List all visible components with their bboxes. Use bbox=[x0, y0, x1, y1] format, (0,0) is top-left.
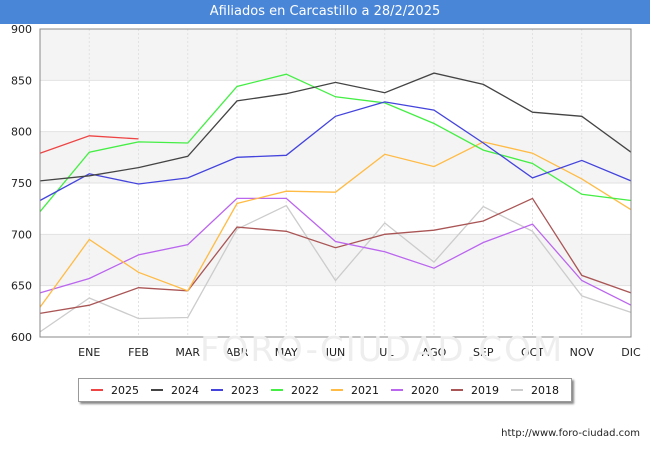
legend-item-2024: 2024 bbox=[151, 384, 199, 397]
x-tick-label: DIC bbox=[621, 346, 641, 359]
legend-item-2022: 2022 bbox=[271, 384, 319, 397]
legend-label: 2021 bbox=[351, 383, 379, 397]
chart-legend: 2025 2024 2023 2022 2021 2020 2019 2018 bbox=[78, 378, 572, 402]
legend-label: 2019 bbox=[471, 383, 499, 397]
x-tick-label: JUN bbox=[325, 346, 346, 359]
legend-swatch bbox=[391, 389, 403, 391]
x-tick-label: MAY bbox=[275, 346, 298, 359]
legend-label: 2020 bbox=[411, 383, 439, 397]
watermark: FORO-CIUDAD.COM bbox=[200, 330, 565, 370]
series-line-2019 bbox=[39, 197, 632, 315]
x-tick-label: MAR bbox=[175, 346, 200, 359]
x-tick-label: ABR bbox=[226, 346, 249, 359]
chart-series bbox=[39, 72, 632, 333]
legend-item-2018: 2018 bbox=[511, 384, 559, 397]
y-tick-label: 900 bbox=[11, 23, 32, 36]
y-tick-label: 700 bbox=[11, 228, 32, 241]
x-tick-label: JUL bbox=[375, 346, 394, 359]
legend-swatch bbox=[211, 389, 223, 391]
series-line-2024 bbox=[39, 72, 632, 182]
series-line-2020 bbox=[39, 197, 632, 306]
y-axis-ticks: 600 650 700 750 800 850 900 bbox=[11, 23, 32, 344]
series-line-2025 bbox=[39, 135, 139, 154]
legend-item-2021: 2021 bbox=[331, 384, 379, 397]
legend-item-2019: 2019 bbox=[451, 384, 499, 397]
y-tick-label: 800 bbox=[11, 126, 32, 139]
legend-swatch bbox=[451, 389, 463, 391]
plot-frame bbox=[39, 28, 632, 338]
legend-item-2020: 2020 bbox=[391, 384, 439, 397]
x-axis-ticks: ENE FEB MAR ABR MAY JUN JUL AGO SEP OCT NOV DIC bbox=[78, 346, 641, 359]
y-tick-label: 600 bbox=[11, 331, 32, 344]
legend-label: 2022 bbox=[291, 383, 319, 397]
x-tick-label: ENE bbox=[78, 346, 100, 359]
legend-label: 2024 bbox=[171, 383, 199, 397]
legend-label: 2025 bbox=[111, 383, 139, 397]
x-tick-label: AGO bbox=[422, 346, 447, 359]
legend-label: 2018 bbox=[531, 383, 559, 397]
legend-label: 2023 bbox=[231, 383, 259, 397]
legend-swatch bbox=[511, 389, 523, 391]
legend-swatch bbox=[331, 389, 343, 391]
legend-item-2023: 2023 bbox=[211, 384, 259, 397]
source-url[interactable]: http://www.foro-ciudad.com bbox=[501, 428, 640, 439]
y-tick-label: 850 bbox=[11, 74, 32, 87]
legend-swatch bbox=[151, 389, 163, 391]
x-tick-label: SEP bbox=[473, 346, 494, 359]
legend-swatch bbox=[271, 389, 283, 391]
legend-item-2025: 2025 bbox=[91, 384, 139, 397]
y-tick-label: 650 bbox=[11, 280, 32, 293]
x-tick-label: FEB bbox=[128, 346, 149, 359]
series-line-2021 bbox=[39, 141, 632, 308]
x-tick-label: NOV bbox=[570, 346, 595, 359]
legend-swatch bbox=[91, 389, 103, 391]
series-line-2023 bbox=[39, 101, 632, 202]
series-line-2018 bbox=[39, 204, 632, 333]
y-tick-label: 750 bbox=[11, 177, 32, 190]
x-tick-label: OCT bbox=[521, 346, 544, 359]
series-line-2022 bbox=[39, 73, 632, 213]
chart-title: Afiliados en Carcastillo a 28/2/2025 bbox=[0, 0, 650, 24]
